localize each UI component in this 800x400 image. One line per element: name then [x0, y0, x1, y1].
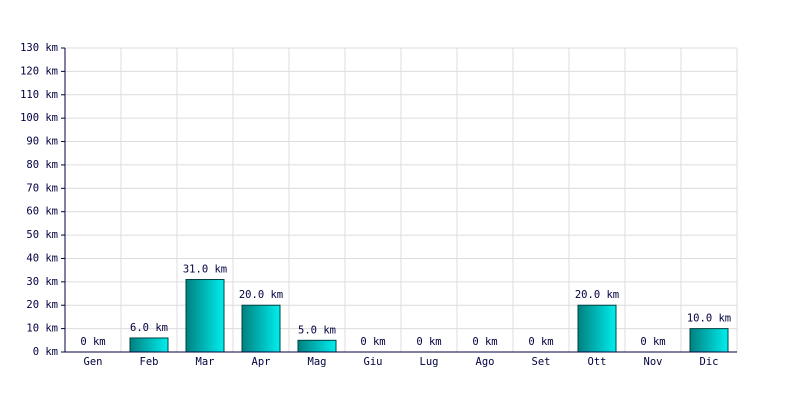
x-tick-label: Set [532, 356, 551, 368]
value-label: 6.0 km [130, 322, 168, 334]
y-tick-label: 70 km [26, 182, 58, 194]
x-tick-label: Ott [588, 356, 607, 368]
y-tick-label: 30 km [26, 276, 58, 288]
y-tick-label: 130 km [20, 42, 58, 54]
bar [577, 304, 617, 353]
y-tick-label: 10 km [26, 323, 58, 335]
x-tick-label: Mar [196, 356, 215, 368]
x-tick-label: Apr [252, 356, 271, 368]
x-tick-label: Lug [420, 356, 439, 368]
y-tick-label: 40 km [26, 252, 58, 264]
bar [129, 337, 169, 353]
value-label: 10.0 km [687, 313, 731, 325]
value-label: 0 km [640, 336, 665, 348]
y-tick-label: 90 km [26, 136, 58, 148]
bar [241, 304, 281, 353]
value-label: 0 km [472, 336, 497, 348]
x-tick-label: Nov [644, 356, 663, 368]
value-label: 0 km [360, 336, 385, 348]
y-tick-label: 100 km [20, 112, 58, 124]
value-label: 0 km [80, 336, 105, 348]
bar [689, 328, 729, 353]
value-label: 0 km [528, 336, 553, 348]
y-tick-label: 50 km [26, 229, 58, 241]
value-label: 20.0 km [575, 289, 619, 301]
x-tick-label: Mag [308, 356, 327, 368]
y-tick-label: 20 km [26, 299, 58, 311]
y-tick-label: 80 km [26, 159, 58, 171]
x-tick-label: Ago [476, 356, 495, 368]
value-label: 20.0 km [239, 289, 283, 301]
y-tick-label: 0 km [33, 346, 58, 358]
value-label: 5.0 km [298, 324, 336, 336]
value-label: 0 km [416, 336, 441, 348]
x-tick-label: Gen [84, 356, 103, 368]
y-tick-label: 120 km [20, 65, 58, 77]
value-label: 31.0 km [183, 264, 227, 276]
x-tick-label: Giu [364, 356, 383, 368]
y-tick-label: 110 km [20, 89, 58, 101]
bar [297, 339, 337, 353]
y-tick-label: 60 km [26, 206, 58, 218]
x-tick-label: Dic [700, 356, 719, 368]
bar [185, 279, 225, 353]
x-tick-label: Feb [140, 356, 159, 368]
